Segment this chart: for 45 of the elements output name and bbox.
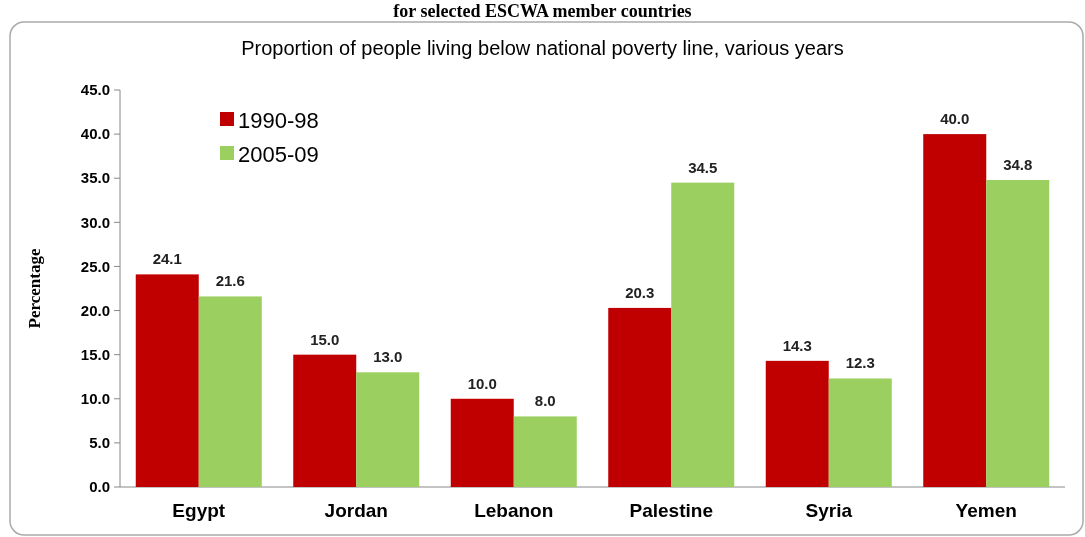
bar	[356, 372, 420, 487]
bar	[293, 354, 357, 487]
data-label: 10.0	[467, 374, 497, 392]
chart-subtitle: for selected ESCWA member countries	[393, 1, 692, 21]
y-tick-label: 45.0	[80, 81, 110, 99]
data-label: 20.3	[625, 283, 655, 301]
y-tick-label: 15.0	[80, 345, 110, 363]
chart-title: Proportion of people living below national poverty line, various years	[241, 37, 844, 59]
y-tick-label: 25.0	[80, 257, 110, 275]
bar	[608, 307, 672, 487]
y-tick-label: 35.0	[80, 169, 110, 187]
data-label: 21.6	[215, 272, 245, 290]
x-tick-label: Palestine	[629, 500, 713, 521]
y-tick-label: 5.0	[89, 434, 110, 452]
bar	[513, 416, 577, 487]
bar	[198, 296, 262, 487]
legend-label: 1990-98	[238, 107, 319, 133]
y-tick-label: 0.0	[89, 478, 110, 496]
y-tick-label: 40.0	[80, 125, 110, 143]
y-tick-label: 10.0	[80, 390, 110, 408]
data-label: 24.1	[152, 250, 182, 268]
x-tick-label: Lebanon	[474, 500, 554, 521]
bar	[135, 274, 199, 487]
data-label: 12.3	[845, 354, 875, 372]
x-tick-label: Yemen	[955, 500, 1017, 521]
bar	[765, 360, 829, 487]
y-axis-title: Percentage	[25, 248, 44, 329]
bar	[450, 398, 514, 487]
y-tick-label: 20.0	[80, 301, 110, 319]
data-label: 34.8	[1003, 155, 1033, 173]
x-tick-label: Syria	[805, 500, 853, 521]
data-label: 13.0	[373, 348, 403, 366]
bar	[828, 378, 892, 487]
legend-label: 2005-09	[238, 141, 319, 167]
bar	[671, 182, 735, 487]
data-label: 34.5	[688, 158, 718, 176]
bar	[923, 134, 987, 487]
data-label: 15.0	[310, 330, 340, 348]
bar	[986, 179, 1050, 487]
data-label: 40.0	[940, 110, 970, 128]
data-label: 14.3	[782, 336, 812, 354]
data-label: 8.0	[534, 392, 556, 410]
x-tick-label: Jordan	[324, 500, 388, 521]
x-tick-label: Egypt	[172, 500, 226, 521]
y-tick-label: 30.0	[80, 213, 110, 231]
